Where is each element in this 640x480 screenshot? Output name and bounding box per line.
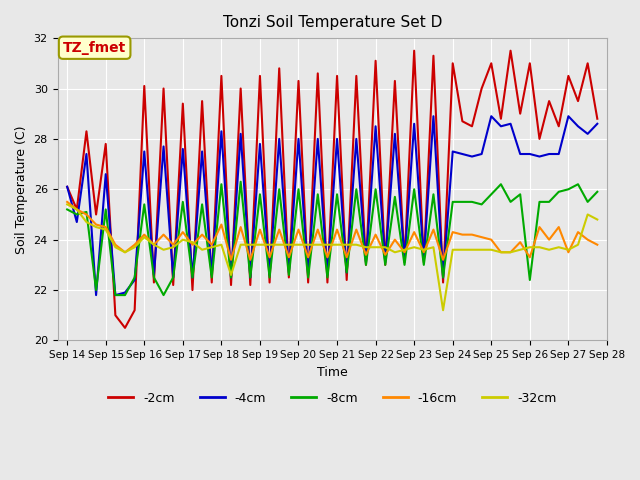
-16cm (372, 232, 380, 238)
Line: -8cm: -8cm (67, 182, 597, 295)
-16cm (420, 250, 428, 255)
-4cm (266, 272, 273, 278)
-2cm (410, 48, 418, 54)
-2cm (488, 60, 495, 66)
-8cm (593, 189, 601, 195)
-32cm (73, 206, 81, 212)
Title: Tonzi Soil Temperature Set D: Tonzi Soil Temperature Set D (223, 15, 442, 30)
-4cm (420, 257, 428, 263)
-16cm (73, 206, 81, 212)
-8cm (237, 179, 244, 185)
-2cm (63, 184, 71, 190)
-8cm (275, 186, 283, 192)
-8cm (73, 212, 81, 217)
Text: TZ_fmet: TZ_fmet (63, 41, 126, 55)
-4cm (593, 121, 601, 127)
-4cm (73, 219, 81, 225)
-8cm (429, 192, 437, 197)
Line: -32cm: -32cm (67, 204, 597, 310)
-2cm (121, 325, 129, 331)
-8cm (63, 206, 71, 212)
-2cm (73, 206, 81, 212)
-16cm (266, 254, 273, 260)
-16cm (63, 199, 71, 205)
-32cm (439, 307, 447, 313)
Y-axis label: Soil Temperature (C): Soil Temperature (C) (15, 125, 28, 253)
-16cm (593, 242, 601, 248)
-2cm (593, 116, 601, 121)
-2cm (429, 53, 437, 59)
-32cm (410, 244, 418, 250)
Line: -4cm: -4cm (67, 116, 597, 295)
-4cm (429, 113, 437, 119)
-4cm (92, 292, 100, 298)
-16cm (227, 257, 235, 263)
-32cm (362, 244, 370, 250)
-32cm (593, 216, 601, 222)
-32cm (256, 242, 264, 248)
-8cm (410, 186, 418, 192)
-2cm (266, 280, 273, 286)
-32cm (478, 247, 486, 252)
X-axis label: Time: Time (317, 366, 348, 379)
-32cm (63, 202, 71, 207)
Line: -2cm: -2cm (67, 51, 597, 328)
-8cm (111, 292, 119, 298)
-16cm (478, 234, 486, 240)
-32cm (391, 250, 399, 255)
Legend: -2cm, -4cm, -8cm, -16cm, -32cm: -2cm, -4cm, -8cm, -16cm, -32cm (103, 387, 561, 410)
-8cm (381, 262, 389, 268)
-2cm (401, 260, 408, 265)
-2cm (372, 58, 380, 64)
-4cm (63, 184, 71, 190)
-4cm (372, 123, 380, 129)
-8cm (488, 192, 495, 197)
-4cm (401, 257, 408, 263)
-4cm (488, 113, 495, 119)
Line: -16cm: -16cm (67, 202, 597, 260)
-16cm (401, 250, 408, 255)
